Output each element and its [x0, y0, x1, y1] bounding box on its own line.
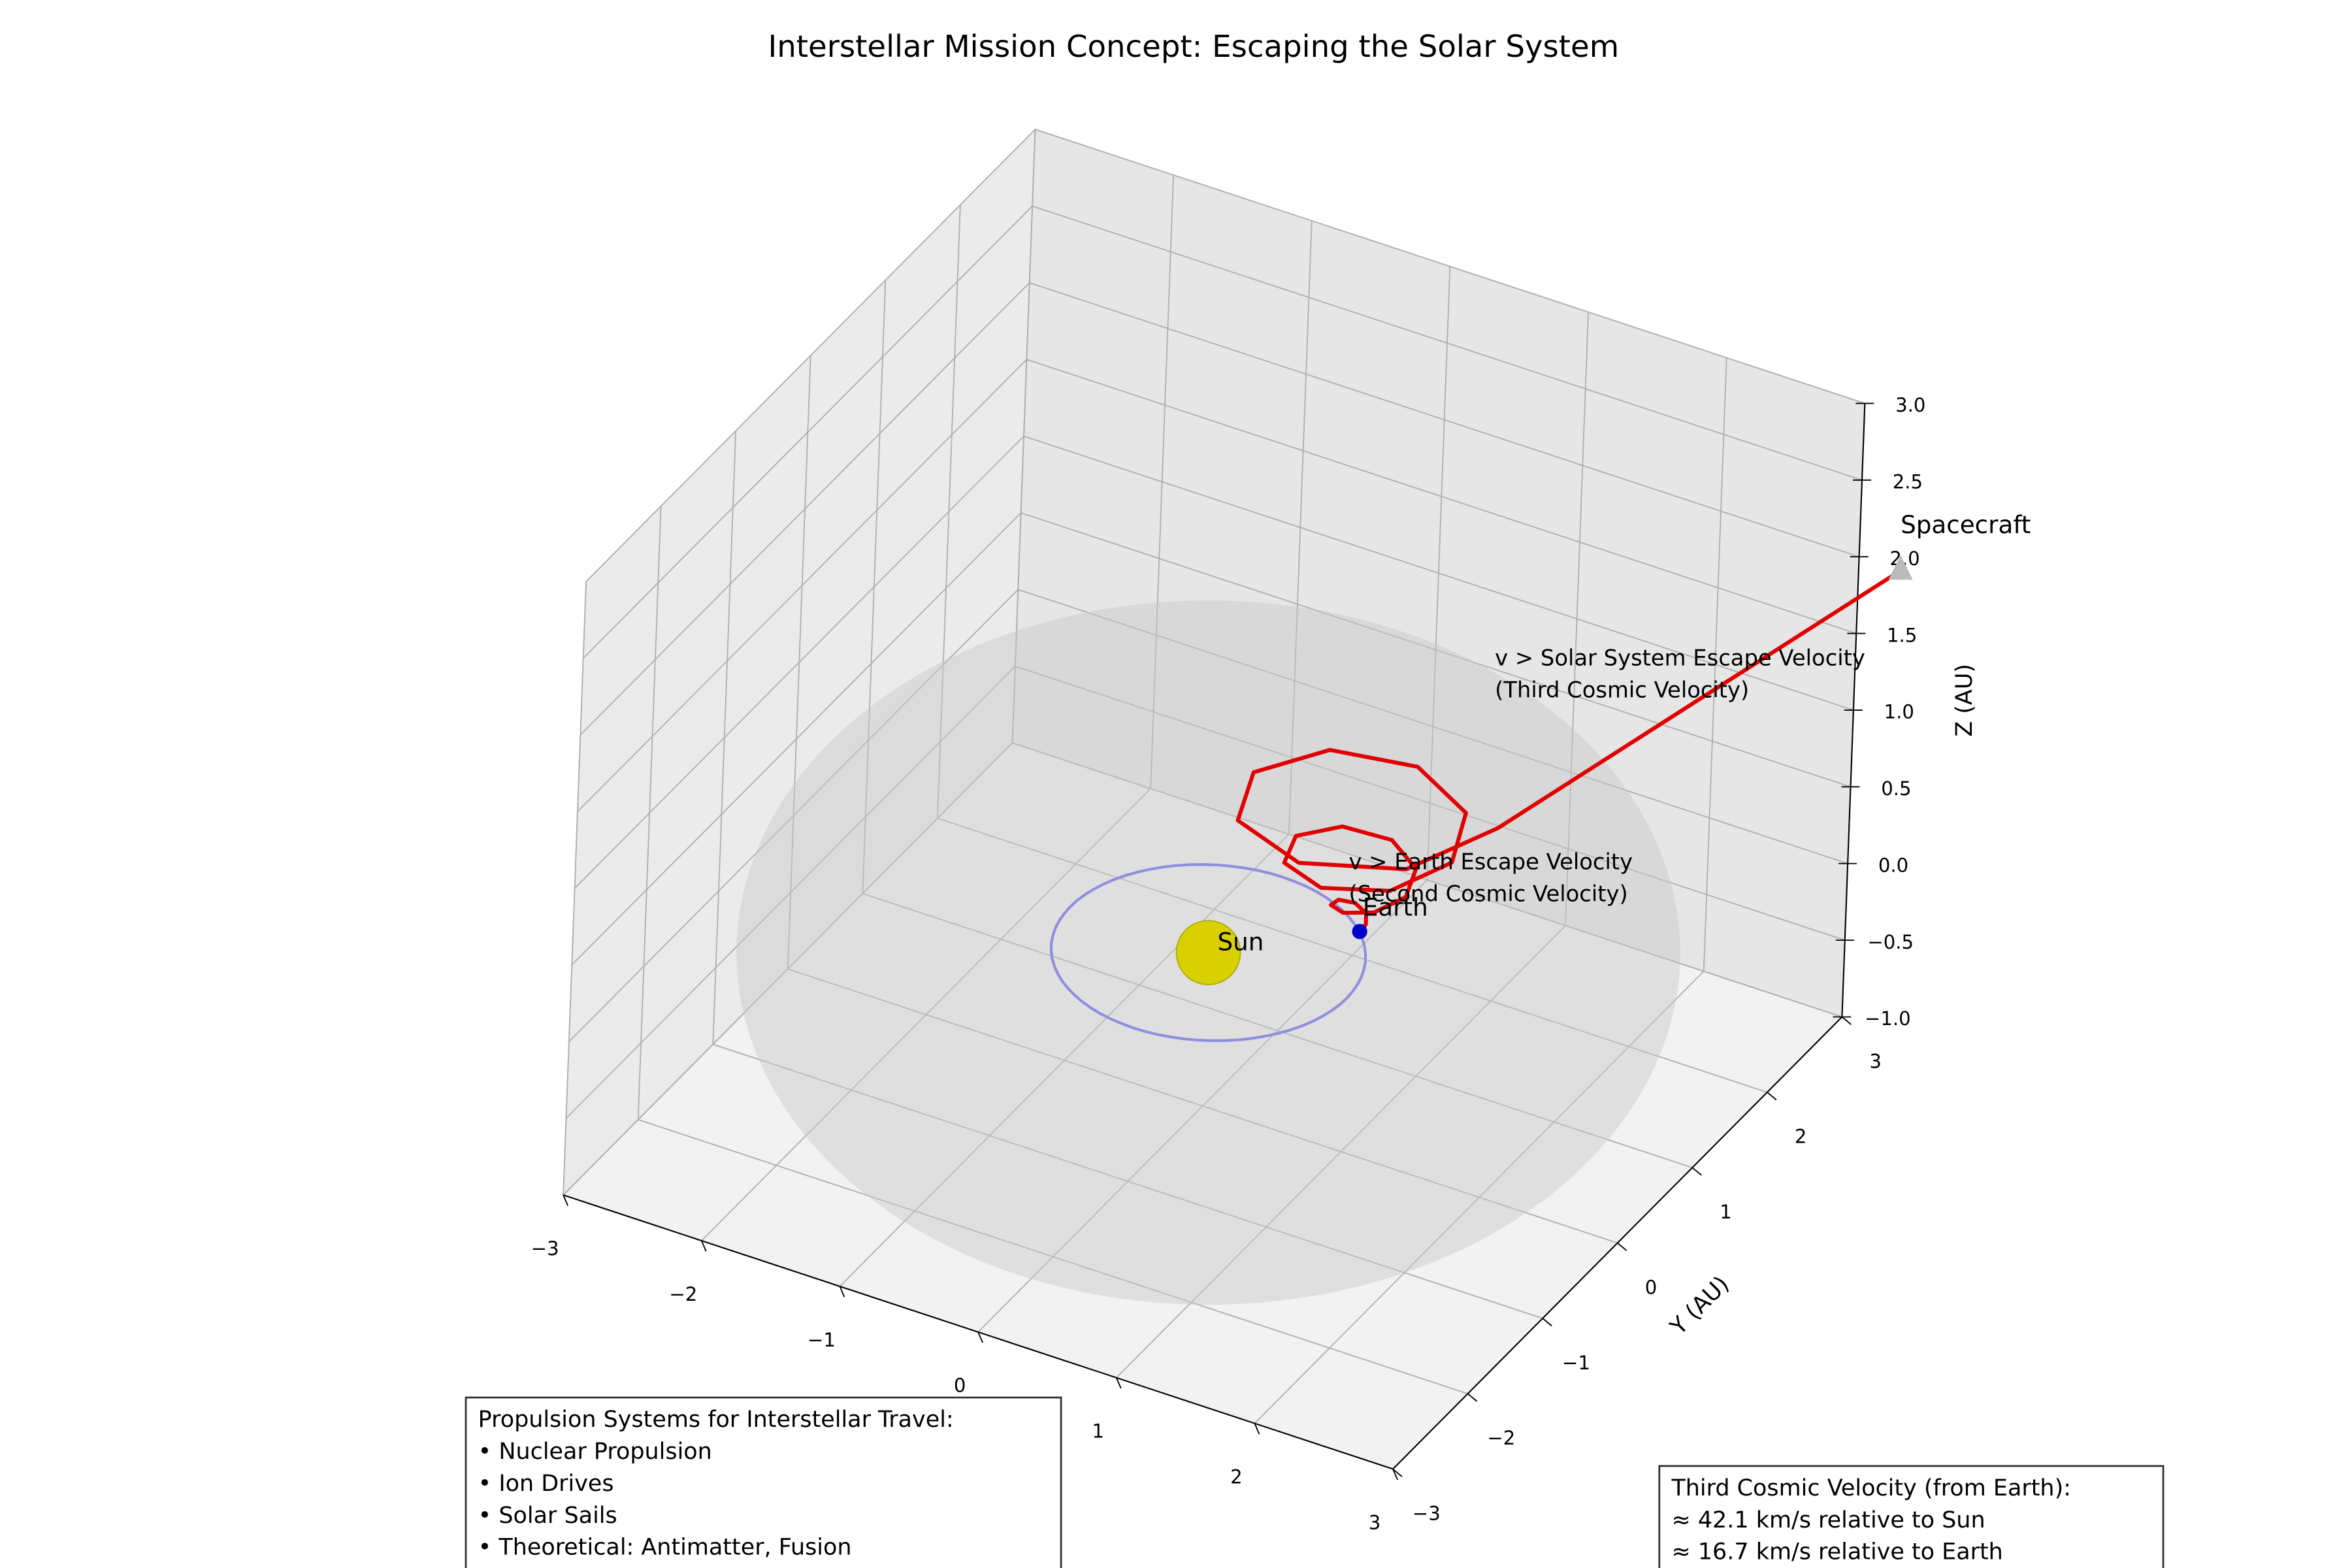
y-tick-label: 0 [1645, 1276, 1658, 1298]
grid-line [1029, 282, 1859, 558]
sun-label: Sun [1217, 928, 1264, 956]
info-box [465, 1396, 1062, 1568]
info-text: ≈ 42.1 km/s relative to Sun [1671, 1507, 1985, 1533]
annotation: (Third Cosmic Velocity) [1495, 677, 1749, 702]
grid-line [1021, 512, 1851, 788]
x-tick-mark [1392, 1469, 1398, 1480]
z-tick-label: 0.5 [1881, 777, 1911, 800]
grid-line [1017, 589, 1848, 864]
y-tick-label: −2 [1487, 1427, 1515, 1449]
z-tick-label: 3.0 [1895, 394, 1925, 416]
z-tick-label: −1.0 [1865, 1007, 1911, 1030]
grid-line [1032, 205, 1863, 481]
info-text: ≈ 16.7 km/s relative to Earth [1671, 1539, 2002, 1565]
y-tick-label: 1 [1720, 1201, 1732, 1223]
grid-line [1035, 129, 1865, 404]
y-tick-mark [1542, 1318, 1552, 1327]
y-tick-mark [1392, 1468, 1403, 1477]
x-tick-label: 3 [1369, 1511, 1381, 1533]
grid-line [574, 435, 1024, 889]
grid-line [1015, 665, 1846, 941]
info-text: Third Cosmic Velocity (from Earth): [1671, 1475, 2071, 1501]
y-tick-mark [1691, 1167, 1702, 1176]
grid-line [577, 359, 1028, 812]
earth-label: Earth [1363, 892, 1428, 921]
grid-line [862, 892, 1693, 1169]
x-tick-mark [1254, 1423, 1260, 1435]
info-box [1658, 1465, 2164, 1568]
grid-line [638, 1119, 1468, 1395]
z-tick-label: 1.5 [1887, 624, 1917, 646]
y-tick-label: 3 [1869, 1050, 1882, 1072]
grid-line [1023, 435, 1854, 711]
z-tick-label: 0.0 [1878, 854, 1908, 876]
annotation: v > Earth Escape Velocity [1348, 849, 1633, 875]
axis-line [563, 1194, 1394, 1470]
y-tick-mark [1841, 1016, 1852, 1025]
x-tick-label: 0 [954, 1375, 966, 1397]
grid-line [787, 968, 1618, 1244]
grid-line [1026, 359, 1857, 634]
grid-line [585, 129, 1036, 582]
axis-line [1392, 1016, 1843, 1470]
info-text: • Nuclear Propulsion [478, 1439, 712, 1465]
grid-line [571, 512, 1022, 966]
x-tick-label: −2 [669, 1283, 697, 1305]
info-text: Propulsion Systems for Interstellar Trav… [478, 1407, 954, 1433]
spacecraft-label: Spacecraft [1901, 510, 2031, 539]
grid-line [580, 282, 1030, 736]
x-tick-mark [1115, 1377, 1122, 1389]
info-text: • Solar Sails [478, 1503, 617, 1529]
z-tick-label: 1.0 [1884, 701, 1914, 723]
z-tick-label: 2.5 [1893, 471, 1923, 493]
earth [1352, 924, 1367, 939]
x-tick-mark [563, 1194, 568, 1206]
x-tick-mark [977, 1331, 983, 1343]
x-tick-label: 1 [1092, 1420, 1105, 1443]
x-tick-mark [839, 1286, 845, 1298]
x-tick-label: −3 [531, 1237, 559, 1260]
grid-line [565, 666, 1016, 1119]
grid-line [583, 205, 1033, 659]
x-tick-label: −1 [808, 1329, 836, 1351]
y-tick-label: 2 [1795, 1126, 1807, 1148]
grid-line [712, 1043, 1543, 1319]
grid-line [563, 742, 1013, 1196]
x-tick-label: 2 [1230, 1466, 1243, 1488]
grid-line [568, 589, 1019, 1043]
info-text: • Ion Drives [478, 1471, 614, 1497]
annotation: v > Solar System Escape Velocity [1495, 645, 1865, 670]
y-tick-mark [1767, 1092, 1777, 1101]
y-tick-label: −1 [1562, 1352, 1590, 1374]
annotation: (Second Cosmic Velocity) [1348, 881, 1627, 907]
y-axis-label: Y (AU) [1665, 1271, 1735, 1341]
grid-line [937, 817, 1768, 1093]
axis-line [1841, 403, 1866, 1017]
grid-line [1012, 742, 1842, 1018]
y-tick-label: −3 [1413, 1502, 1441, 1524]
z-axis-label: Z (AU) [1952, 664, 1978, 737]
chart-title: Interstellar Mission Concept: Escaping t… [768, 29, 1620, 64]
x-tick-mark [700, 1240, 707, 1252]
y-tick-mark [1617, 1242, 1627, 1251]
spacecraft [1888, 555, 1913, 580]
sun [1175, 920, 1241, 985]
info-text: • Theoretical: Antimatter, Fusion [478, 1535, 852, 1561]
z-tick-label: −0.5 [1867, 931, 1914, 953]
trajectory [1235, 568, 1902, 933]
y-tick-mark [1467, 1393, 1478, 1402]
